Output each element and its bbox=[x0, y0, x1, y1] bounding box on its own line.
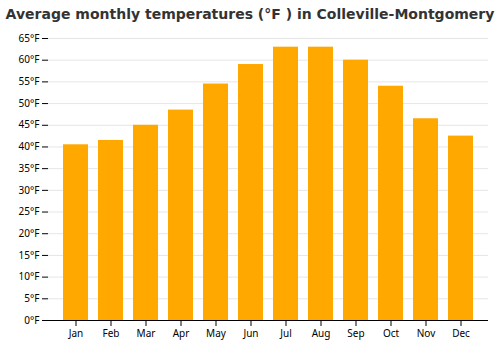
svg-text:May: May bbox=[206, 326, 227, 340]
svg-text:5°F: 5°F bbox=[24, 291, 39, 305]
svg-text:20°F: 20°F bbox=[19, 226, 40, 240]
svg-text:15°F: 15°F bbox=[19, 248, 40, 262]
svg-text:60°F: 60°F bbox=[19, 52, 40, 66]
svg-text:50°F: 50°F bbox=[19, 96, 40, 110]
svg-text:30°F: 30°F bbox=[19, 183, 40, 197]
svg-text:55°F: 55°F bbox=[19, 74, 40, 88]
svg-text:65°F: 65°F bbox=[19, 31, 40, 45]
svg-text:0°F: 0°F bbox=[24, 313, 39, 327]
svg-text:35°F: 35°F bbox=[19, 161, 40, 175]
svg-text:45°F: 45°F bbox=[19, 117, 40, 131]
svg-text:Jun: Jun bbox=[242, 326, 258, 340]
svg-text:Aug: Aug bbox=[312, 326, 331, 340]
svg-text:25°F: 25°F bbox=[19, 204, 40, 218]
html-text:Average monthly temperatures (: Average monthly temperatures (°F ) in Co… bbox=[5, 6, 495, 22]
svg-text:Apr: Apr bbox=[173, 326, 190, 340]
svg-text:Nov: Nov bbox=[417, 326, 436, 340]
svg-text:Jul: Jul bbox=[279, 326, 292, 340]
svg-text:Feb: Feb bbox=[103, 326, 120, 340]
svg-text:Jan: Jan bbox=[68, 326, 84, 340]
svg-text:Mar: Mar bbox=[137, 326, 156, 340]
svg-text:40°F: 40°F bbox=[19, 139, 40, 153]
svg-text:Sep: Sep bbox=[347, 326, 364, 340]
svg-text:10°F: 10°F bbox=[19, 269, 40, 283]
svg-text:Oct: Oct bbox=[383, 326, 400, 340]
svg-text:Dec: Dec bbox=[452, 326, 470, 340]
